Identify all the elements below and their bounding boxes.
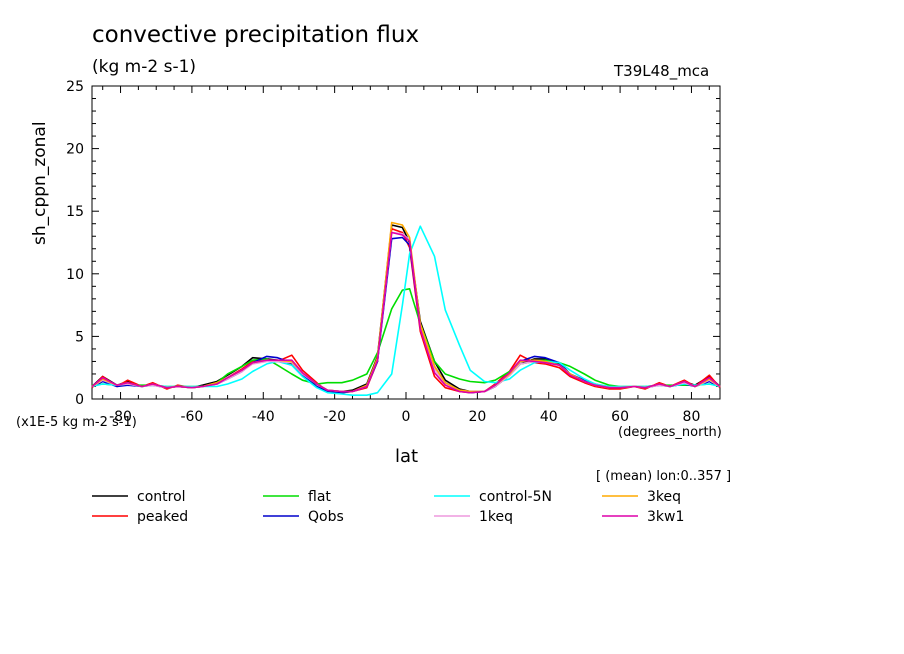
y-tick-label: 0 xyxy=(75,392,84,408)
x-tick-label: 60 xyxy=(611,409,629,425)
plot-frame xyxy=(91,85,721,400)
y-tick-label: 20 xyxy=(66,142,84,158)
series-line-flat xyxy=(91,287,721,388)
x-tick-label: 20 xyxy=(468,409,486,425)
chart-title: convective precipitation flux xyxy=(92,22,420,48)
scale-note: (x1E-5 kg m-2 s-1) xyxy=(16,415,137,430)
x-tick-label: -80 xyxy=(109,409,132,425)
series-line-3kw1 xyxy=(91,231,721,394)
y-tick-label: 15 xyxy=(66,204,84,220)
legend-label-peaked: peaked xyxy=(137,509,188,525)
run-label: T39L48_mca xyxy=(614,62,710,80)
x-tick-label: 0 xyxy=(402,409,411,425)
x-tick-label: 80 xyxy=(683,409,701,425)
x-tick-label: -60 xyxy=(180,409,203,425)
series-line-control-5n xyxy=(91,225,721,397)
legend-label-flat: flat xyxy=(308,489,331,505)
legend-label-qobs: Qobs xyxy=(308,509,344,525)
x-tick-label: 40 xyxy=(540,409,558,425)
series-line-3keq xyxy=(91,221,721,393)
y-tick-label: 10 xyxy=(66,267,84,283)
legend-label-3kw1: 3kw1 xyxy=(647,509,684,525)
series-line-peaked xyxy=(91,227,721,394)
x-axis-units: (degrees_north) xyxy=(618,425,722,440)
series-line-1keq xyxy=(91,231,721,393)
series-line-control xyxy=(91,224,721,393)
legend-label-control: control xyxy=(137,489,186,505)
legend-label-3keq: 3keq xyxy=(647,489,681,505)
legend-label-control-5n: control-5N xyxy=(479,489,552,505)
legend-label-1keq: 1keq xyxy=(479,509,513,525)
x-axis-label: lat xyxy=(395,446,419,467)
x-tick-label: -20 xyxy=(323,409,346,425)
chart-units: (kg m-2 s-1) xyxy=(92,57,197,77)
y-tick-label: 5 xyxy=(75,329,84,345)
mean-note: [ (mean) lon:0..357 ] xyxy=(596,469,732,484)
x-tick-label: -40 xyxy=(252,409,275,425)
y-tick-label: 25 xyxy=(66,79,84,95)
series-line-qobs xyxy=(91,236,721,394)
